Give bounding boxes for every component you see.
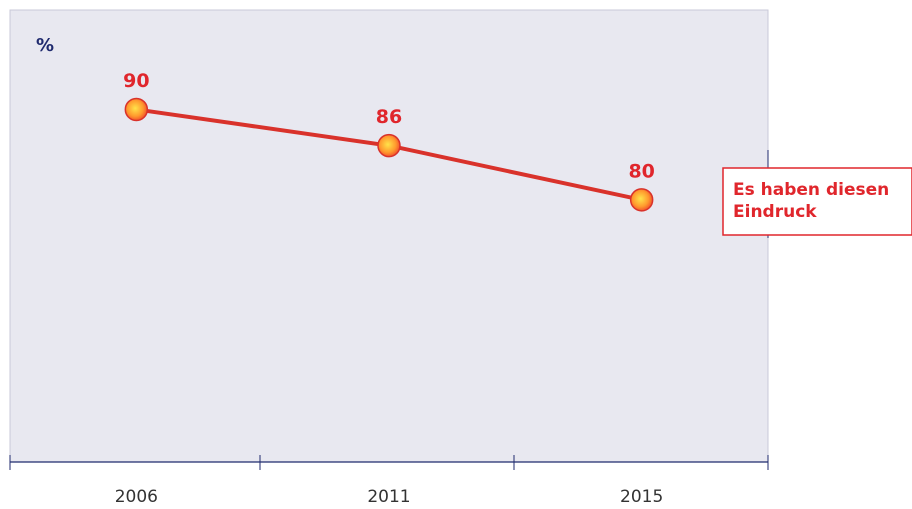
legend-entry: Es haben diesen Eindruck [733,180,889,222]
plot-area [9,9,769,463]
point [124,97,149,122]
point [377,133,401,158]
x-tick-label: 2006 [115,487,158,507]
data-label: 90 [123,70,149,92]
data-label: 80 [628,160,654,182]
data-label: 86 [376,106,402,128]
x-tick-label: 2011 [367,487,410,507]
point [629,188,654,212]
legend-box [722,167,912,236]
y-axis-label: % [36,35,54,56]
x-tick-label: 2015 [620,487,663,507]
